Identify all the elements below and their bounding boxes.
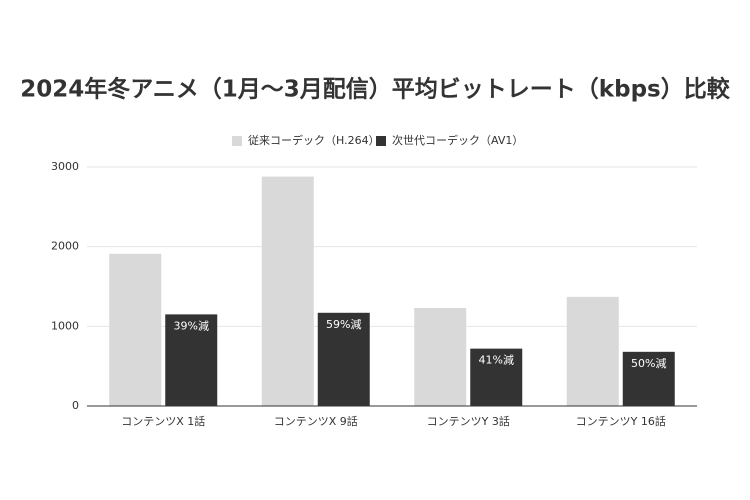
bar	[414, 308, 467, 406]
x-tick-label: コンテンツX 9話	[274, 414, 358, 428]
chart-title: 2024年冬アニメ（1月〜3月配信）平均ビットレート（kbps）比較	[20, 76, 730, 103]
legend-swatch	[232, 136, 242, 146]
x-tick-label: コンテンツY 16話	[576, 414, 666, 428]
bar	[317, 312, 370, 406]
bar	[622, 351, 675, 406]
legend-swatch	[376, 136, 386, 146]
x-tick-label: コンテンツY 3話	[427, 414, 510, 428]
bar-annotation: 41%減	[479, 353, 514, 367]
bar-annotation: 50%減	[631, 356, 666, 370]
legend-label: 従来コーデック（H.264）	[248, 133, 380, 147]
y-tick-label: 3000	[51, 160, 79, 173]
x-tick-label: コンテンツX 1話	[121, 414, 205, 428]
y-tick-label: 2000	[51, 240, 79, 253]
bar	[165, 314, 218, 406]
bar	[261, 176, 314, 406]
bar	[566, 296, 619, 406]
bar	[109, 253, 162, 406]
bar-annotation: 39%減	[174, 318, 209, 332]
y-tick-label: 1000	[51, 319, 79, 332]
bar-annotation: 59%減	[326, 317, 361, 331]
bar	[470, 348, 523, 406]
y-tick-label: 0	[72, 399, 79, 412]
legend-label: 次世代コーデック（AV1）	[392, 133, 523, 147]
